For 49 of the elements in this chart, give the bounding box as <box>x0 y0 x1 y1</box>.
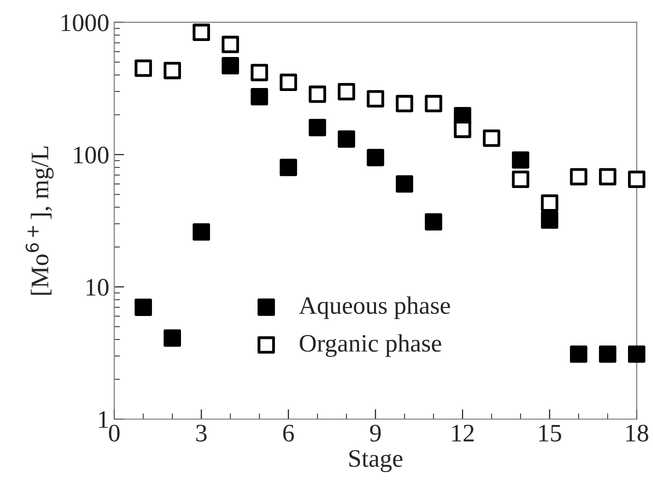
point <box>424 213 442 231</box>
point <box>250 64 268 82</box>
point <box>338 83 356 100</box>
point <box>396 175 414 193</box>
point <box>366 90 384 108</box>
point <box>308 86 326 103</box>
point <box>454 120 472 138</box>
point <box>338 130 356 148</box>
point <box>134 298 152 316</box>
point <box>192 223 210 241</box>
point <box>250 88 268 106</box>
point <box>192 24 210 42</box>
point <box>598 168 616 186</box>
point <box>164 62 181 80</box>
x-tick-label: 12 <box>452 424 474 442</box>
point <box>540 194 558 212</box>
point <box>222 57 240 74</box>
point <box>134 60 152 77</box>
point <box>512 170 530 188</box>
legend-label: Organic phase <box>300 334 442 357</box>
x-tick-label: 18 <box>626 424 648 442</box>
x-tick-label: 6 <box>283 424 294 442</box>
point <box>628 345 646 363</box>
point <box>570 168 588 186</box>
legend-label: Aqueous phase <box>299 296 450 320</box>
point <box>482 130 500 147</box>
y-tick-label: 1 <box>99 411 108 428</box>
point <box>598 345 616 363</box>
x-tick-label: 3 <box>196 424 207 442</box>
point <box>512 151 530 169</box>
x-axis-title: Stage <box>349 450 402 472</box>
point <box>570 345 588 363</box>
point <box>424 94 442 112</box>
x-tick-label: 15 <box>539 424 562 442</box>
y-axis-title: [Mo$^{6+}$], mg/L <box>26 146 54 295</box>
point <box>628 170 646 188</box>
point <box>308 118 326 136</box>
x-tick-label: 0 <box>108 424 120 442</box>
point <box>280 74 298 91</box>
point <box>540 211 558 229</box>
point <box>164 329 181 347</box>
y-tick-label: 1000 <box>62 14 108 32</box>
point <box>366 148 384 166</box>
x-tick-label: 9 <box>370 424 381 442</box>
point <box>280 158 298 176</box>
point <box>222 36 240 54</box>
point <box>396 94 414 112</box>
y-tick-label: 10 <box>86 278 108 296</box>
y-tick-label: 100 <box>74 146 108 164</box>
